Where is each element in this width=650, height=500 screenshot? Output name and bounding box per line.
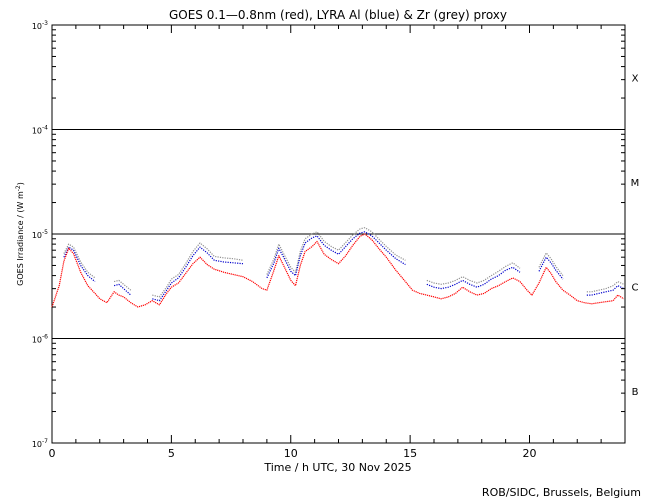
x-tick-label: 10 [284, 447, 298, 460]
series-line [586, 285, 625, 296]
x-tick-label: 5 [168, 447, 175, 460]
x-tick-label: 0 [49, 447, 56, 460]
flare-class-labels: B C M X [631, 73, 640, 398]
series-line [426, 266, 521, 290]
series-line [113, 279, 132, 291]
chart-title: GOES 0.1—0.8nm (red), LYRA Al (blue) & Z… [169, 8, 507, 22]
x-tick-labels: 0 5 10 15 20 [49, 447, 537, 460]
series-line [266, 231, 406, 279]
y-tick-label: 10-6 [32, 334, 48, 345]
flare-class-label: X [632, 73, 639, 84]
x-tick-label: 20 [523, 447, 537, 460]
y-axis-label-main: GOES Irradiance / (W m [16, 191, 25, 286]
series-lyra-al [63, 231, 625, 302]
x-tick-label: 15 [403, 447, 417, 460]
credit-text: ROB/SIDC, Brussels, Belgium [482, 486, 641, 499]
y-tick-label: 10-7 [32, 438, 48, 449]
series-line [63, 243, 96, 279]
series-line [586, 281, 625, 293]
y-tick-label: 10-3 [32, 20, 48, 31]
y-tick-labels: 10-7 10-6 10-5 10-4 10-3 [32, 20, 48, 449]
flare-class-threshold-lines [52, 129, 625, 339]
series-zr [63, 227, 625, 298]
series-line [538, 256, 564, 280]
series-line [51, 233, 625, 308]
series-line [266, 227, 406, 275]
y-axis-label-close: ) [16, 182, 25, 185]
series-line [152, 242, 244, 298]
flare-class-label: B [632, 387, 639, 398]
series-line [538, 252, 564, 276]
x-axis-label: Time / h UTC, 30 Nov 2025 [263, 461, 411, 474]
flare-class-label: C [632, 282, 639, 293]
series-line [113, 283, 132, 296]
y-tick-label: 10-4 [32, 125, 48, 136]
series-goes-0-1-0-8nm [51, 233, 625, 308]
series-line [152, 246, 244, 302]
y-tick-label: 10-5 [32, 229, 48, 240]
axis-ticks [51, 24, 626, 444]
y-axis-label: GOES Irradiance / (W m-2) [15, 182, 25, 286]
y-axis-label-exponent: -2 [15, 185, 22, 191]
flare-class-label: M [631, 178, 640, 189]
series-line [63, 246, 96, 283]
series-layer [51, 227, 625, 308]
